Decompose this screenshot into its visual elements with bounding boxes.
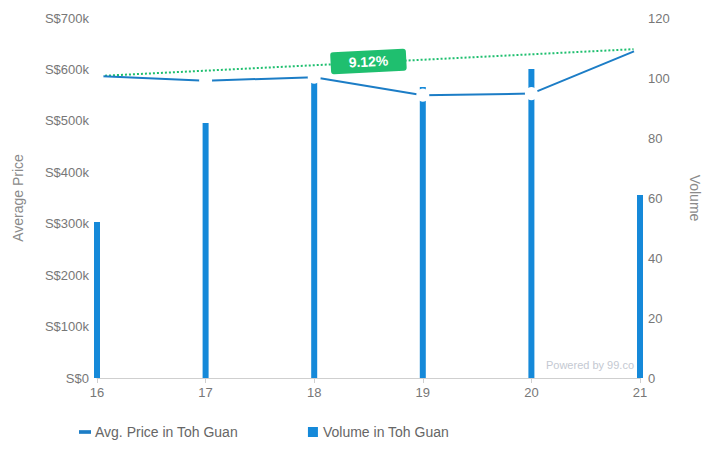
svg-text:S$700k: S$700k [45,11,90,26]
svg-text:S$300k: S$300k [45,216,90,231]
svg-text:60: 60 [648,191,662,206]
svg-text:80: 80 [648,131,662,146]
svg-text:Powered by 99.co: Powered by 99.co [546,359,634,371]
svg-text:Avg. Price in Toh Guan: Avg. Price in Toh Guan [95,424,238,440]
svg-text:20: 20 [648,311,662,326]
svg-text:S$100k: S$100k [45,319,90,334]
svg-text:Volume in Toh Guan: Volume in Toh Guan [323,424,449,440]
svg-text:S$200k: S$200k [45,268,90,283]
svg-text:S$500k: S$500k [45,113,90,128]
svg-text:20: 20 [524,385,538,400]
svg-text:21: 21 [633,385,647,400]
svg-text:S$0: S$0 [66,371,89,386]
svg-text:S$400k: S$400k [45,165,90,180]
svg-text:16: 16 [90,385,104,400]
svg-text:0: 0 [648,371,655,386]
svg-text:18: 18 [307,385,321,400]
svg-text:S$600k: S$600k [45,62,90,77]
svg-text:120: 120 [648,11,670,26]
svg-text:100: 100 [648,71,670,86]
svg-text:9.12%: 9.12% [348,52,389,70]
svg-text:Average Price: Average Price [10,154,26,242]
svg-text:17: 17 [198,385,212,400]
svg-text:40: 40 [648,251,662,266]
svg-text:Volume: Volume [687,175,703,222]
svg-text:19: 19 [416,385,430,400]
